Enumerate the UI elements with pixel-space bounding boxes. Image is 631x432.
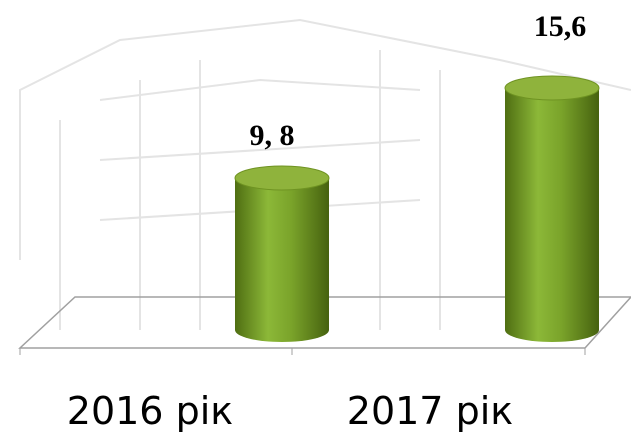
floor (18, 296, 631, 355)
bar-top (504, 75, 600, 101)
value-label: 15,6 (534, 10, 587, 43)
bar-top (234, 165, 330, 191)
bar (505, 88, 599, 342)
value-label: 9, 8 (250, 119, 295, 152)
x-tick-label: 2016 рік (67, 389, 233, 432)
bar (235, 177, 329, 342)
x-tick-label: 2017 рік (347, 389, 513, 432)
